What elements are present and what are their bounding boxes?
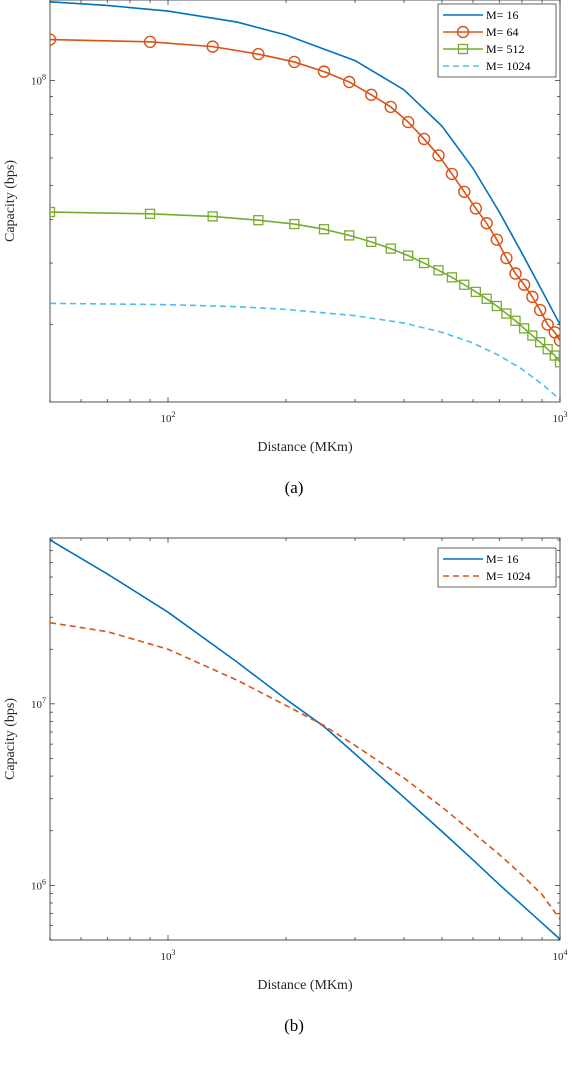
data-point-m64 <box>541 318 554 331</box>
data-point-m512 <box>501 308 512 319</box>
data-point-m512 <box>554 357 560 368</box>
plot-area-b <box>49 537 561 941</box>
legend-box <box>437 547 557 588</box>
legend-label-m512: M= 512 <box>486 42 524 56</box>
data-point-m512 <box>459 279 470 290</box>
data-point-m64 <box>526 290 539 304</box>
data-point-m64 <box>480 217 493 230</box>
series-group-b <box>50 539 560 940</box>
data-point-m64 <box>533 303 547 317</box>
legend-label-m16: M= 16 <box>486 8 518 22</box>
series-line-m16 <box>50 0 560 325</box>
legend-marker-m64 <box>456 25 470 39</box>
data-point-m512 <box>510 315 521 326</box>
legend-label-m1024: M= 1024 <box>486 569 530 583</box>
y-tick-label: 107 <box>31 696 46 711</box>
legend-box <box>437 3 557 78</box>
data-point-m512 <box>385 243 396 254</box>
ticks-group-b: 103 104 106 107 <box>31 538 568 963</box>
data-point-m512 <box>527 330 538 341</box>
data-point-m512 <box>446 272 458 283</box>
legend-b: M= 16 M= 1024 <box>437 547 557 588</box>
plot-clip-a <box>50 0 560 401</box>
data-point-m512 <box>535 337 546 348</box>
data-point-m64 <box>432 149 445 162</box>
data-point-m512 <box>418 257 430 269</box>
data-point-m512 <box>481 293 492 304</box>
ticks-group-a: 102 103 108 <box>31 0 568 425</box>
x-tick-label: 103 <box>553 410 568 425</box>
data-point-m64 <box>288 55 301 69</box>
data-point-m512 <box>366 236 377 248</box>
data-point-m64 <box>517 278 531 291</box>
plot-clip-b <box>50 539 560 940</box>
x-tick-label: 102 <box>161 410 176 425</box>
data-point-m512 <box>207 211 218 222</box>
x-tick-label: 104 <box>553 948 568 963</box>
panel-label-a: (a) <box>285 478 304 497</box>
series-line-m1024 <box>50 302 560 401</box>
data-point-m64 <box>445 167 459 181</box>
data-point-m64 <box>500 251 513 265</box>
series-line-m64 <box>50 38 560 341</box>
series-line-m512 <box>50 211 560 363</box>
y-axis-label-b: Capacity (bps) <box>3 698 18 780</box>
legend-label-m64: M= 64 <box>486 25 518 39</box>
data-point-m512 <box>470 286 481 298</box>
data-point-m64 <box>553 334 560 347</box>
panel-label-b: (b) <box>284 1016 304 1035</box>
data-point-m64 <box>402 115 415 129</box>
data-point-m64 <box>365 88 378 101</box>
data-point-m512 <box>542 344 553 355</box>
data-point-m64 <box>417 132 431 146</box>
data-point-m64 <box>458 185 471 198</box>
data-point-m64 <box>343 75 356 89</box>
series-group-a <box>50 0 560 401</box>
x-axis-label-a: Distance (MKm) <box>257 440 353 455</box>
data-point-m64 <box>384 100 397 114</box>
y-tick-label: 108 <box>31 72 46 87</box>
data-point-m64 <box>490 233 504 246</box>
data-point-m64 <box>317 65 331 78</box>
data-point-m512 <box>403 250 414 261</box>
data-point-m512 <box>289 218 300 230</box>
chart-panel-b: 103 104 106 107 Distance (MKm) Capacity (bp… <box>3 537 568 1035</box>
x-axis-label-b: Distance (MKm) <box>257 978 353 993</box>
data-point-m512 <box>144 208 156 219</box>
series-line-m1024 <box>50 621 560 920</box>
data-point-m512 <box>518 323 530 334</box>
data-point-m512 <box>344 230 355 241</box>
legend-label-m16: M= 16 <box>486 552 518 566</box>
data-point-m512 <box>253 215 264 226</box>
legend-marker-m512 <box>457 43 469 55</box>
data-point-m512 <box>491 300 502 312</box>
series-line-m16 <box>50 539 560 940</box>
data-point-m512 <box>318 224 330 235</box>
legend-label-m1024: M= 1024 <box>486 59 530 73</box>
legend-a: M= 16 M= 64 M= 512 M= 1024 <box>437 3 557 78</box>
y-tick-label: 106 <box>31 877 46 892</box>
data-point-m64 <box>50 33 57 46</box>
data-point-m64 <box>469 202 483 215</box>
data-point-m512 <box>50 206 56 218</box>
data-point-m64 <box>509 267 522 280</box>
data-point-m512 <box>433 265 444 276</box>
x-tick-label: 103 <box>161 948 176 963</box>
y-axis-label-a: Capacity (bps) <box>3 160 18 242</box>
data-point-m64 <box>143 35 157 49</box>
data-point-m512 <box>549 350 560 361</box>
data-point-m64 <box>206 40 219 53</box>
data-point-m64 <box>252 47 265 61</box>
